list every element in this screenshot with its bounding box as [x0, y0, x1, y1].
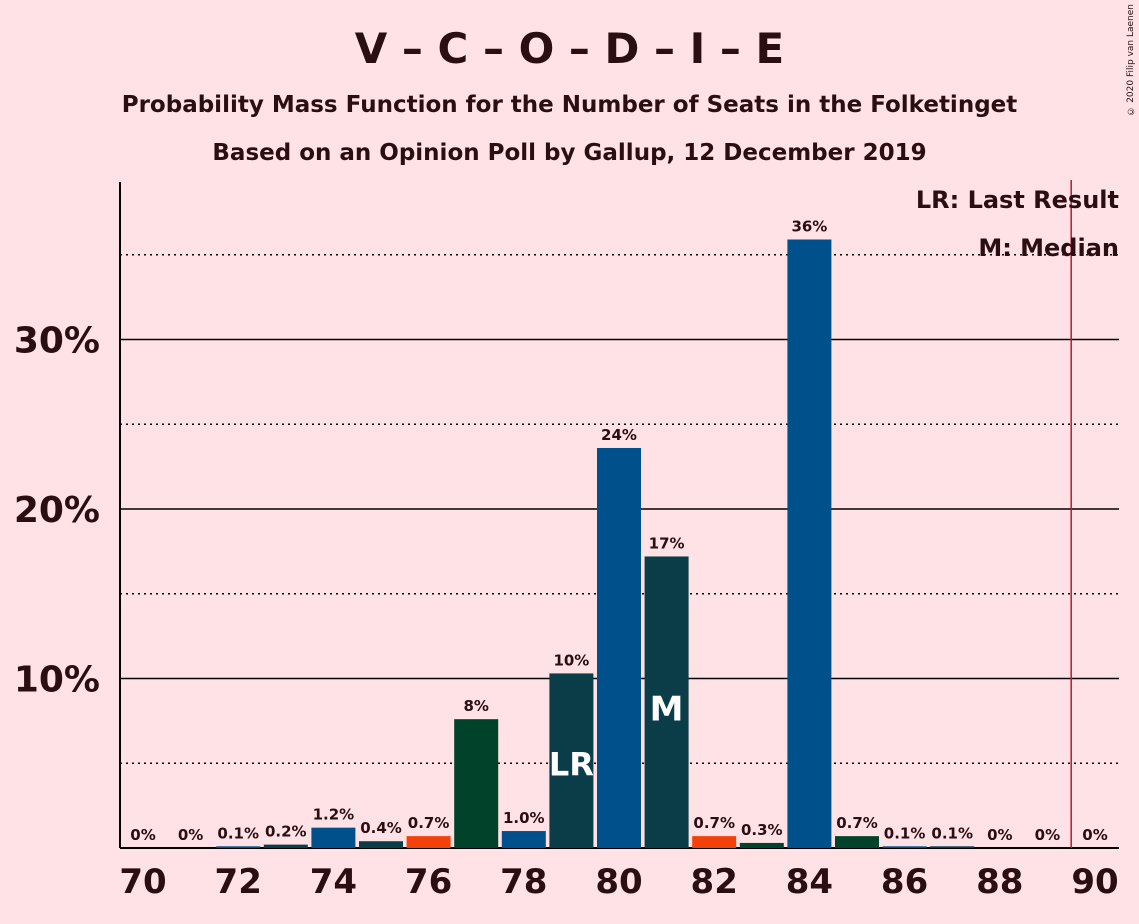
bar-value-label: 0% [1035, 826, 1060, 844]
bar-85 [835, 836, 879, 848]
bar-value-label: 0.1% [884, 824, 926, 842]
bar-value-label: 0.7% [408, 814, 450, 832]
bar-value-label: 36% [791, 217, 827, 235]
x-tick-label: 90 [1071, 862, 1118, 902]
bar-value-label: 0.7% [693, 814, 735, 832]
bar-value-label: 1.0% [503, 809, 545, 827]
x-tick-label: 86 [881, 862, 928, 902]
bar-84 [787, 239, 832, 848]
bar-83 [739, 842, 784, 848]
bar-87 [930, 846, 975, 848]
bar-75 [359, 841, 403, 848]
x-tick-label: 82 [691, 862, 738, 902]
x-tick-label: 70 [119, 862, 166, 902]
legend-last-result: LR: Last Result [915, 186, 1119, 214]
bar-value-label: 24% [601, 426, 637, 444]
bar-value-label: 0% [1082, 826, 1107, 844]
bar-82 [692, 836, 737, 848]
bar-78 [501, 831, 546, 848]
bar-77 [454, 719, 499, 848]
x-tick-label: 80 [595, 862, 642, 902]
y-tick-label: 30% [14, 321, 100, 362]
bar-80 [597, 447, 641, 848]
bar-value-label: 1.2% [313, 806, 355, 824]
bar-79 [549, 673, 594, 848]
median-marker: M [650, 689, 684, 729]
x-tick-label: 84 [786, 862, 833, 902]
x-tick-label: 76 [405, 862, 452, 902]
y-tick-label: 20% [14, 490, 100, 531]
bar-value-label: 0.1% [931, 824, 973, 842]
bar-81 [644, 556, 689, 848]
bar-value-label: 0.2% [265, 823, 307, 841]
legend-median: M: Median [978, 234, 1119, 262]
bar-value-label: 0.1% [217, 824, 259, 842]
bar-74 [311, 827, 356, 848]
chart-subtitle: Probability Mass Function for the Number… [121, 92, 1018, 118]
bar-value-label: 0.4% [360, 819, 402, 837]
bar-value-label: 0% [178, 826, 203, 844]
chart-subtitle-poll: Based on an Opinion Poll by Gallup, 12 D… [212, 140, 927, 166]
x-tick-label: 74 [310, 862, 357, 902]
bar-value-label: 8% [463, 697, 488, 715]
bar-value-label: 0.3% [741, 821, 783, 839]
bar-73 [263, 844, 308, 848]
bar-value-label: 17% [649, 534, 685, 552]
bar-value-label: 0% [130, 826, 155, 844]
bar-86 [882, 846, 927, 848]
x-tick-label: 72 [215, 862, 262, 902]
bar-72 [216, 846, 261, 848]
x-tick-label: 88 [976, 862, 1023, 902]
bar-value-label: 0.7% [836, 814, 878, 832]
bar-value-label: 0% [987, 826, 1012, 844]
chart-title: V – C – O – D – I – E [354, 24, 785, 73]
y-tick-label: 10% [14, 660, 100, 701]
x-tick-label: 78 [500, 862, 547, 902]
bar-value-label: 10% [553, 651, 589, 669]
bar-76 [406, 836, 451, 848]
last-result-marker: LR [549, 745, 594, 783]
